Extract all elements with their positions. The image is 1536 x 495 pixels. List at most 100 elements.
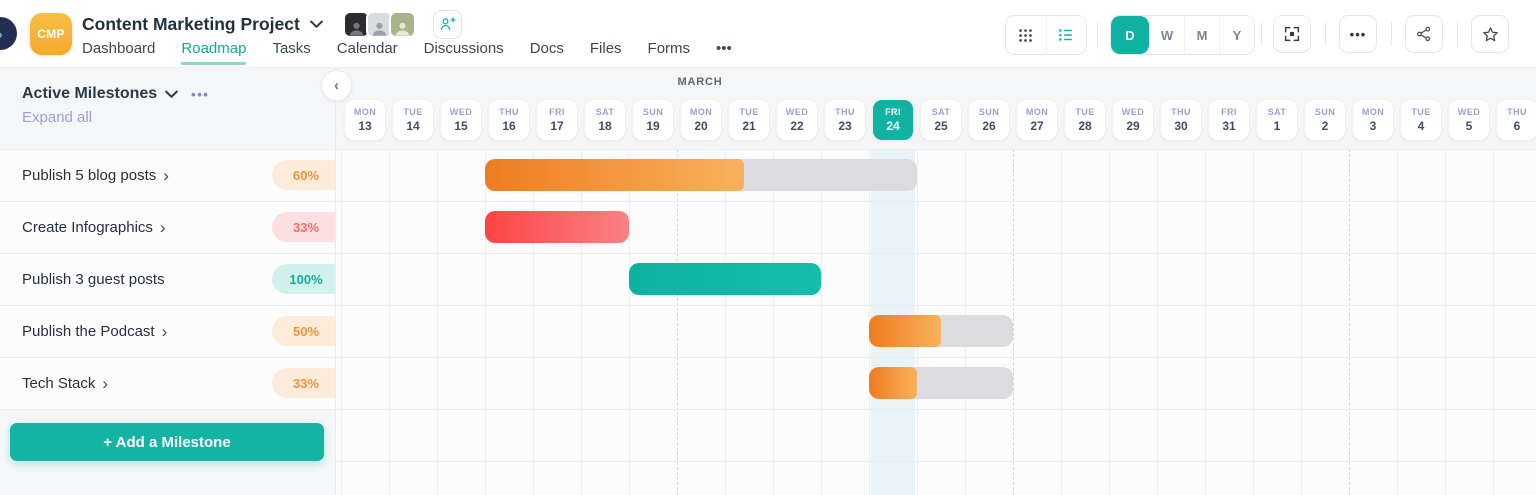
day-cell[interactable]: THU 23 (825, 100, 865, 140)
project-nav: Dashboard Roadmap Tasks Calendar Discussions… (82, 40, 732, 65)
tab-forms[interactable]: Forms (647, 40, 691, 57)
list-view-button[interactable] (1045, 16, 1087, 54)
day-gridline (581, 149, 582, 495)
avatar[interactable] (365, 10, 393, 38)
day-date-label: 4 (1417, 119, 1425, 133)
day-cell[interactable]: MON 27 (1017, 100, 1057, 140)
week-start-gridline (1349, 149, 1350, 495)
progress-badge: 50% (272, 316, 335, 346)
day-cell[interactable]: SAT 1 (1257, 100, 1297, 140)
day-cell[interactable]: SUN 2 (1305, 100, 1345, 140)
toolbar-divider (1325, 22, 1326, 46)
day-of-week-label: SUN (1314, 107, 1336, 117)
day-cell[interactable]: TUE 4 (1401, 100, 1441, 140)
project-logo: CMP (30, 13, 72, 55)
tab-roadmap[interactable]: Roadmap (181, 40, 247, 65)
star-icon (1482, 26, 1498, 41)
day-cell[interactable]: THU 30 (1161, 100, 1201, 140)
fullscreen-button[interactable] (1273, 15, 1311, 53)
progress-badge: 100% (272, 264, 335, 294)
day-cell[interactable]: TUE 28 (1065, 100, 1105, 140)
tab-files[interactable]: Files (589, 40, 622, 57)
progress-badge: 60% (272, 160, 335, 190)
milestone-menu-button[interactable]: ••• (191, 86, 210, 102)
gantt-bar-fill (629, 263, 821, 295)
day-cell[interactable]: WED 29 (1113, 100, 1153, 140)
milestone-row[interactable]: Publish 3 guest posts 100% (0, 253, 335, 305)
day-date-label: 15 (454, 119, 468, 133)
gantt-bar[interactable] (869, 367, 1013, 399)
add-member-button[interactable] (432, 9, 462, 39)
milestone-row[interactable]: Publish the Podcast › 50% (0, 305, 335, 357)
day-date-label: 14 (406, 119, 420, 133)
day-cell[interactable]: SAT 18 (585, 100, 625, 140)
day-date-label: 26 (982, 119, 996, 133)
gantt-bar[interactable] (485, 159, 917, 191)
day-cell[interactable]: WED 15 (441, 100, 481, 140)
day-cell[interactable]: TUE 21 (729, 100, 769, 140)
grid-view-button[interactable] (1006, 16, 1046, 54)
avatar[interactable] (388, 10, 416, 38)
day-date-label: 21 (742, 119, 756, 133)
chevron-down-icon[interactable] (310, 20, 323, 29)
day-date-label: 3 (1369, 119, 1377, 133)
milestone-row[interactable]: Create Infographics › 33% (0, 201, 335, 253)
tab-calendar[interactable]: Calendar (336, 40, 398, 57)
add-milestone-button[interactable]: + Add a Milestone (10, 423, 324, 461)
day-cell[interactable]: WED 5 (1449, 100, 1489, 140)
toolbar-divider (1097, 22, 1098, 46)
day-of-week-label: FRI (549, 107, 565, 117)
day-gridline (1205, 149, 1206, 495)
day-date-label: 22 (790, 119, 804, 133)
day-cell[interactable]: SAT 25 (921, 100, 961, 140)
day-cell[interactable]: THU 16 (489, 100, 529, 140)
milestone-row[interactable]: Tech Stack › 33% (0, 357, 335, 409)
day-cell[interactable]: TUE 14 (393, 100, 433, 140)
gantt-bar[interactable] (485, 211, 629, 243)
share-button[interactable] (1405, 15, 1443, 53)
day-gridline (1061, 149, 1062, 495)
row-gridline (0, 357, 1536, 358)
day-cell[interactable]: SUN 19 (633, 100, 673, 140)
day-cell[interactable]: MON 13 (345, 100, 385, 140)
favorite-button[interactable] (1471, 15, 1509, 53)
view-y-button[interactable]: Y (1219, 16, 1254, 54)
fullscreen-icon (1284, 26, 1300, 42)
day-cell[interactable]: MON 3 (1353, 100, 1393, 140)
more-options-button[interactable]: ••• (1339, 15, 1377, 53)
day-cell[interactable]: MON 20 (681, 100, 721, 140)
tab-dashboard[interactable]: Dashboard (82, 40, 156, 57)
tab-tasks[interactable]: Tasks (272, 40, 311, 57)
gantt-bar-fill (869, 367, 917, 399)
day-date-label: 24 (886, 119, 900, 133)
toolbar-divider (1391, 22, 1392, 46)
day-date-label: 27 (1030, 119, 1044, 133)
tab-discussions[interactable]: Discussions (423, 40, 504, 57)
day-cell[interactable]: WED 22 (777, 100, 817, 140)
day-cell[interactable]: FRI 17 (537, 100, 577, 140)
global-nav-toggle[interactable]: › (0, 17, 17, 50)
day-cell[interactable]: SUN 26 (969, 100, 1009, 140)
view-m-button[interactable]: M (1184, 16, 1219, 54)
day-date-label: 18 (598, 119, 612, 133)
day-of-week-label: SUN (642, 107, 664, 117)
collapse-timeline-button[interactable]: ‹ (321, 70, 352, 101)
day-cell-today[interactable]: FRI 24 (873, 100, 913, 140)
view-w-button[interactable]: W (1149, 16, 1184, 54)
view-d-button[interactable]: D (1111, 16, 1149, 54)
row-gridline (0, 305, 1536, 306)
day-of-week-label: SAT (931, 107, 951, 117)
milestone-panel-title[interactable]: Active Milestones (22, 85, 178, 103)
day-cell[interactable]: FRI 31 (1209, 100, 1249, 140)
milestone-row[interactable]: Publish 5 blog posts › 60% (0, 149, 335, 201)
ellipsis-icon: ••• (1349, 26, 1367, 42)
tab-more[interactable]: ••• (716, 40, 732, 57)
gantt-bar[interactable] (629, 263, 821, 295)
day-gridline (821, 149, 822, 495)
day-cell[interactable]: THU 6 (1497, 100, 1536, 140)
day-date-label: 17 (550, 119, 564, 133)
gantt-bar[interactable] (869, 315, 1013, 347)
day-date-label: 20 (694, 119, 708, 133)
expand-all-link[interactable]: Expand all (22, 109, 93, 126)
tab-docs[interactable]: Docs (529, 40, 564, 57)
